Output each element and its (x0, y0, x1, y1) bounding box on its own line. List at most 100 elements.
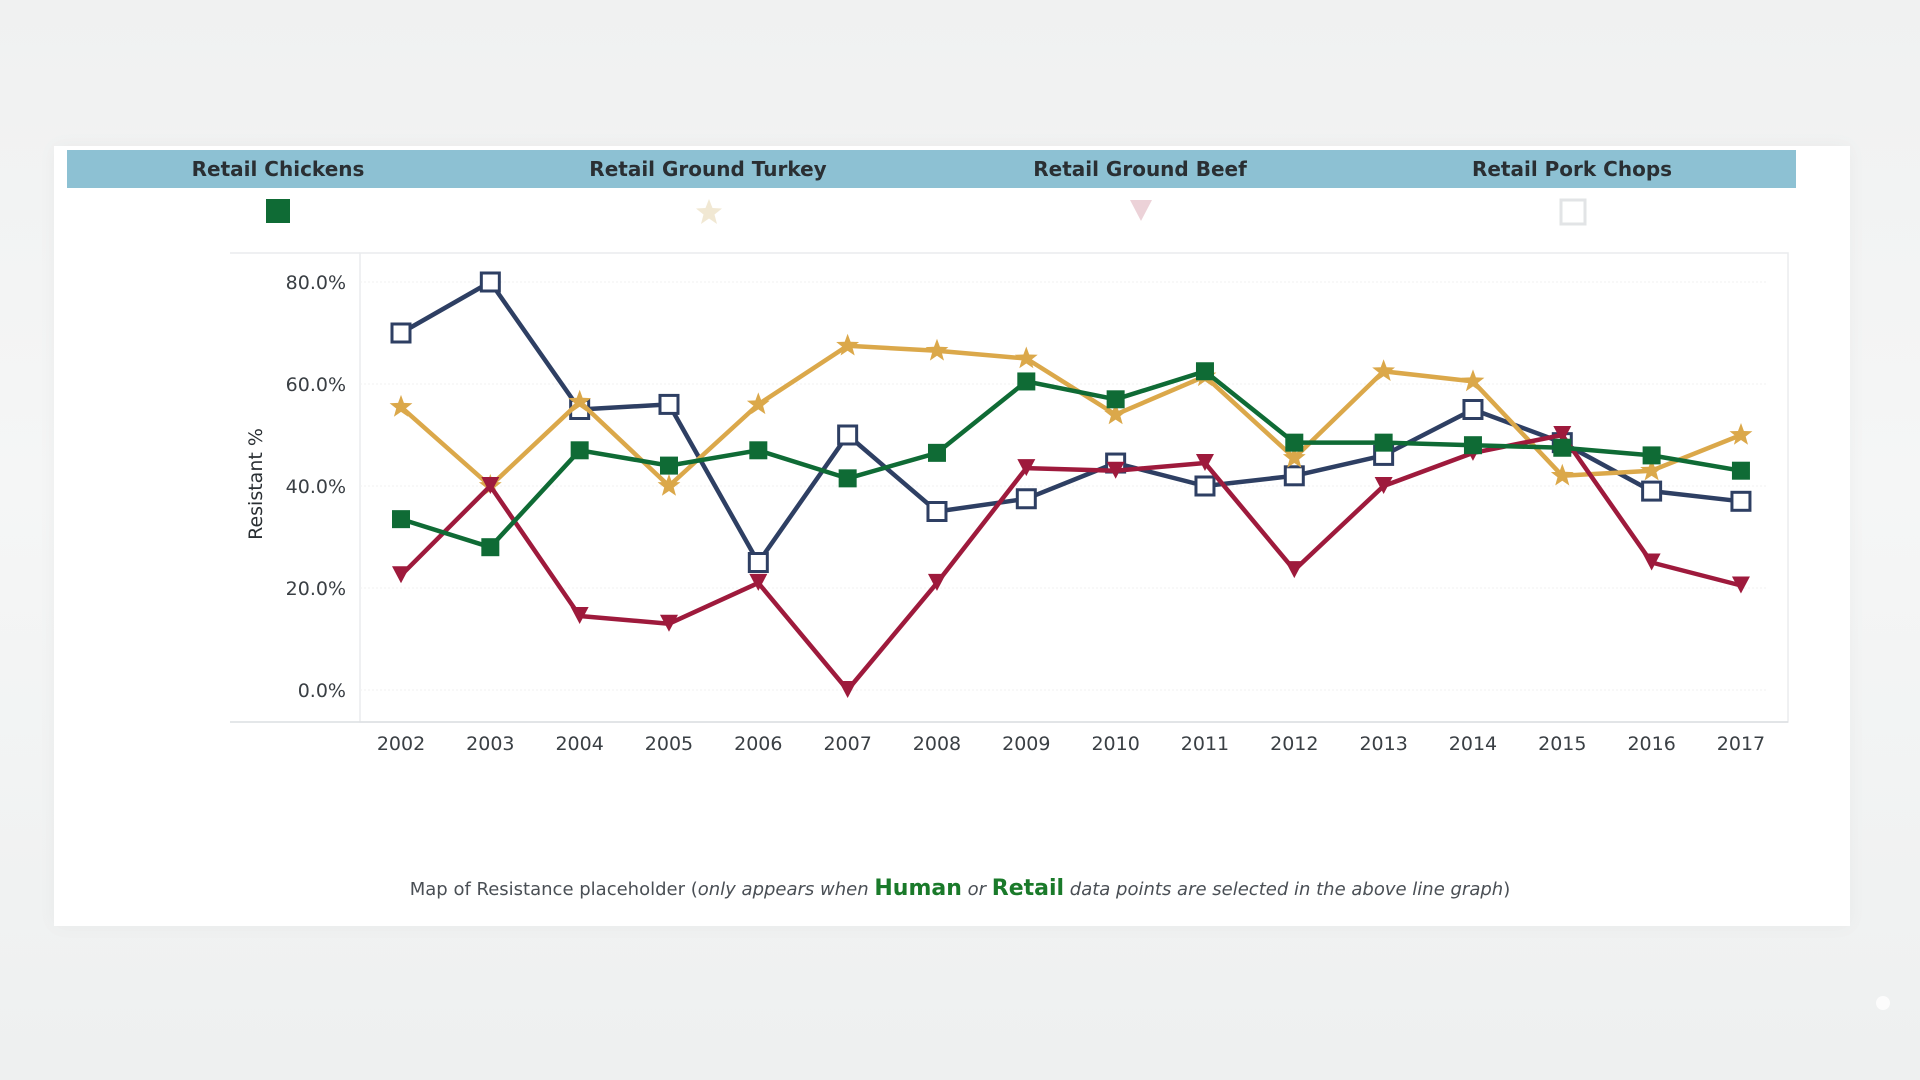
x-tick-label: 2008 (913, 733, 961, 755)
data-point-beef[interactable] (570, 607, 589, 625)
data-point-beef[interactable] (1642, 553, 1661, 571)
data-point-chickens[interactable] (659, 456, 678, 475)
x-tick-label: 2015 (1538, 733, 1586, 755)
data-point-turkey[interactable] (568, 389, 592, 412)
data-point-beef[interactable] (481, 477, 500, 494)
legend-marker-turkey-star-icon[interactable] (694, 197, 724, 227)
data-point-chickens[interactable] (1285, 433, 1304, 452)
data-point-chickens[interactable] (838, 469, 857, 488)
series-line-beef[interactable] (398, 432, 1744, 693)
legend-label-chickens[interactable]: Retail Chickens (191, 157, 365, 181)
series-line-turkey[interactable] (398, 343, 1744, 489)
data-point-pork[interactable] (1015, 488, 1037, 510)
data-point-chickens[interactable] (927, 443, 946, 462)
legend-label-pork[interactable]: Retail Pork Chops (1471, 157, 1673, 181)
data-point-turkey[interactable] (389, 394, 413, 417)
data-point-turkey[interactable] (1104, 402, 1128, 425)
x-tick-label: 2009 (1002, 733, 1050, 755)
data-point-chickens[interactable] (1106, 390, 1125, 409)
legend-label-turkey[interactable]: Retail Ground Turkey (589, 157, 827, 181)
data-point-chickens[interactable] (749, 441, 768, 460)
x-axis: 2002 2003 2004 2005 2006 2007 2008 2009 2010 2011… (377, 733, 1765, 755)
data-point-pork[interactable] (926, 501, 948, 522)
data-point-turkey[interactable] (1640, 458, 1663, 481)
data-point-chickens[interactable] (1017, 372, 1036, 391)
data-point-beef[interactable] (1106, 461, 1125, 479)
data-point-turkey[interactable] (1282, 446, 1306, 468)
series-line-chickens[interactable] (398, 369, 1744, 550)
legend-bar: Retail Chickens Retail Ground Turkey Ret… (67, 150, 1796, 188)
series-beef (392, 426, 1750, 698)
data-point-beef[interactable] (1017, 459, 1036, 477)
caption-prefix: Map of Resistance placeholder ( (409, 879, 698, 900)
legend-marker-chickens-square-icon[interactable] (264, 197, 292, 225)
x-tick-label: 2010 (1091, 733, 1139, 755)
data-point-chickens[interactable] (392, 510, 410, 529)
data-point-beef[interactable] (1731, 576, 1750, 594)
caption-italic-a: only appears when (697, 879, 875, 900)
data-point-turkey[interactable] (657, 474, 681, 496)
data-point-beef[interactable] (749, 573, 768, 591)
legend-marker-pork-open-square-icon[interactable] (1558, 197, 1588, 227)
data-point-chickens[interactable] (1642, 446, 1661, 465)
x-tick-label: 2012 (1270, 733, 1318, 755)
data-point-chickens[interactable] (481, 538, 500, 557)
data-point-beef[interactable] (659, 614, 678, 632)
data-point-turkey[interactable] (1550, 463, 1574, 486)
plot-border (359, 252, 1789, 723)
series-pork (390, 271, 1752, 573)
x-tick-label: 2003 (466, 733, 514, 755)
data-point-beef[interactable] (838, 681, 857, 698)
data-point-pork[interactable] (1730, 490, 1752, 512)
map-placeholder-caption: Map of Resistance placeholder (only appe… (0, 876, 1920, 901)
x-tick-label: 2014 (1449, 733, 1497, 755)
data-point-chickens[interactable] (1731, 461, 1750, 480)
data-point-turkey[interactable] (836, 333, 860, 356)
legend-label-beef[interactable]: Retail Ground Beef (1033, 157, 1247, 181)
x-tick-label: 2017 (1717, 733, 1765, 755)
x-tick-label: 2011 (1181, 733, 1229, 755)
caption-retail: Retail (991, 876, 1065, 901)
data-point-beef[interactable] (1374, 477, 1393, 494)
data-point-pork[interactable] (390, 322, 412, 344)
y-tick-label: 60.0% (286, 374, 346, 396)
x-tick-label: 2016 (1627, 733, 1675, 755)
data-point-pork[interactable] (658, 393, 680, 415)
caption-or: or (961, 879, 992, 900)
caption-human: Human (874, 876, 962, 901)
data-point-beef[interactable] (1195, 454, 1214, 472)
x-tick-label: 2005 (645, 733, 693, 755)
data-point-turkey[interactable] (925, 338, 949, 361)
data-point-chickens[interactable] (1553, 438, 1572, 457)
data-point-pork[interactable] (1283, 465, 1305, 487)
data-point-chickens[interactable] (570, 441, 589, 460)
data-point-turkey[interactable] (746, 392, 770, 415)
caption-suffix: ) (1503, 879, 1511, 900)
y-axis: 0.0% 20.0% 40.0% 60.0% 80.0% (286, 272, 346, 702)
data-point-turkey[interactable] (1729, 423, 1753, 445)
data-point-pork[interactable] (1194, 475, 1216, 497)
data-point-turkey[interactable] (1372, 359, 1395, 381)
data-point-pork[interactable] (479, 271, 501, 293)
data-point-pork[interactable] (837, 424, 859, 446)
data-point-chickens[interactable] (1195, 362, 1214, 381)
data-point-pork[interactable] (1641, 480, 1663, 502)
y-tick-label: 40.0% (286, 476, 346, 498)
data-point-turkey[interactable] (1014, 346, 1038, 369)
data-point-beef[interactable] (392, 566, 410, 584)
data-point-pork[interactable] (1462, 399, 1484, 420)
data-point-chickens[interactable] (1463, 436, 1482, 455)
data-point-beef[interactable] (1285, 561, 1304, 579)
data-point-pork[interactable] (747, 552, 769, 573)
y-tick-label: 20.0% (286, 578, 346, 600)
legend-marker-beef-triangle-icon[interactable] (1127, 197, 1155, 225)
series-chickens (392, 362, 1750, 557)
data-point-beef[interactable] (1553, 426, 1572, 443)
data-point-beef[interactable] (927, 573, 946, 591)
y-axis-label: Resistant % (245, 428, 267, 540)
dashboard-card (54, 146, 1850, 926)
data-point-turkey[interactable] (1461, 369, 1485, 392)
data-point-chickens[interactable] (1374, 433, 1393, 452)
corner-indicator (1876, 996, 1890, 1010)
series-layer (389, 271, 1753, 698)
